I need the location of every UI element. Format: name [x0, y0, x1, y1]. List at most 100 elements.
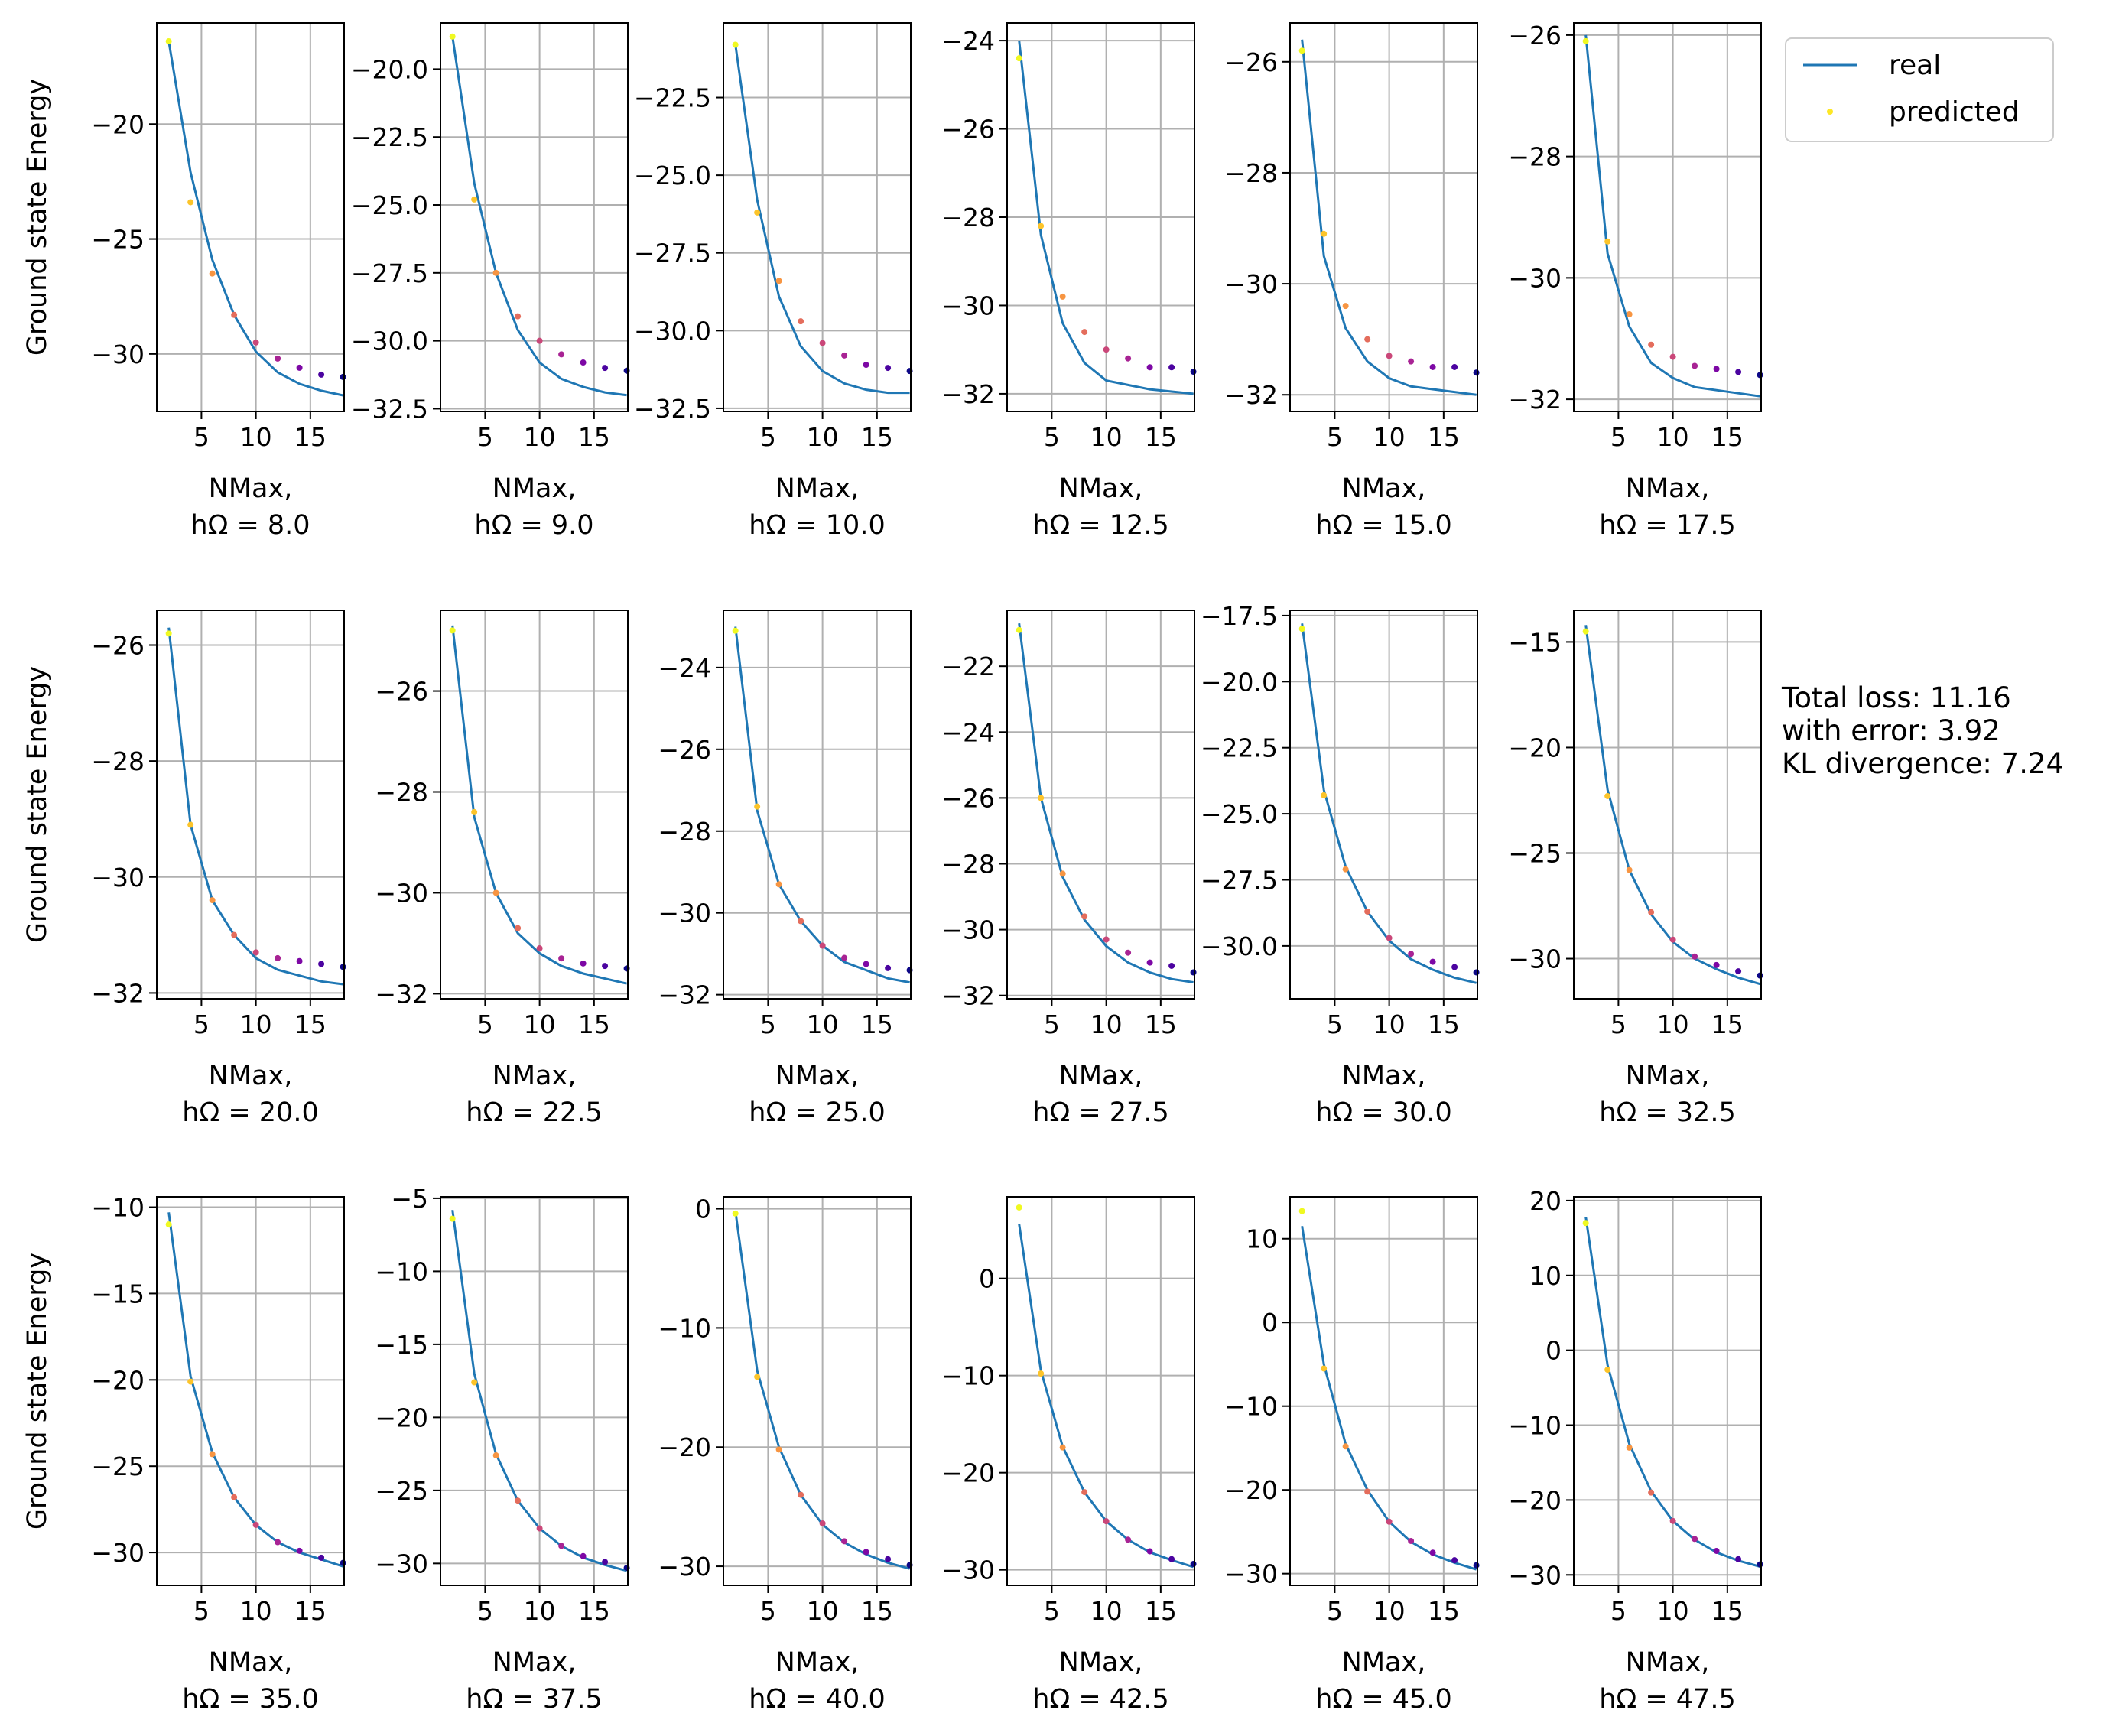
predicted-point	[1713, 1547, 1720, 1554]
predicted-point	[1125, 1536, 1132, 1543]
x-axis-title-line2: hΩ = 15.0	[1315, 510, 1451, 541]
x-tick-label: 5	[1044, 1596, 1060, 1626]
predicted-point	[449, 33, 456, 40]
y-tick-label: −22	[941, 652, 995, 681]
real-series-line	[1584, 34, 1760, 398]
subplot-15: 5 10 15 0 −10 −20 −30 NMax, hΩ = 42.5	[941, 1196, 1197, 1715]
y-tick-label: −28	[375, 778, 428, 808]
y-tick-label: −25	[375, 1476, 428, 1506]
predicted-point	[1103, 1518, 1110, 1525]
axes-frame	[1573, 22, 1762, 412]
x-tick-label: 10	[524, 1596, 556, 1626]
axes-frame	[1006, 1196, 1195, 1586]
x-axis-title-line2: hΩ = 22.5	[466, 1097, 602, 1128]
predicted-point	[492, 269, 499, 276]
real-series-line	[1301, 39, 1477, 396]
predicted-point	[1429, 363, 1436, 370]
y-tick-label: −20	[91, 109, 145, 139]
predicted-point	[492, 1452, 499, 1459]
y-tick-label: −26	[375, 677, 428, 707]
x-tick-label: 5	[477, 1009, 493, 1039]
x-tick-label: 10	[524, 422, 556, 452]
subplot-1: 5 10 15 −20.0 −22.5 −25.0 −27.5 −30.0 −32.5 NMax,…	[351, 22, 630, 541]
x-axis-title-line1: NMax,	[492, 473, 577, 504]
y-tick-label: −32.5	[634, 394, 711, 424]
y-tick-label: −30	[1224, 1559, 1278, 1589]
predicted-point	[1757, 372, 1763, 379]
x-axis-title-line2: hΩ = 9.0	[474, 510, 593, 541]
x-tick-label: 15	[294, 422, 327, 452]
subplot-7: 5 10 15 −26 −28 −30 −32 NMax, hΩ = 22.5	[375, 610, 630, 1128]
predicted-point	[1451, 1557, 1458, 1564]
x-axis-title-line2: hΩ = 35.0	[182, 1684, 318, 1715]
predicted-point	[906, 967, 913, 974]
predicted-point	[1582, 1220, 1589, 1227]
predicted-point	[231, 311, 238, 318]
predicted-point	[819, 340, 826, 346]
y-tick-label: −25	[91, 1452, 145, 1481]
predicted-point	[1146, 364, 1153, 371]
predicted-point	[449, 1215, 456, 1222]
predicted-point	[1735, 968, 1742, 975]
x-axis-title-line1: NMax,	[209, 473, 293, 504]
predicted-point	[754, 1374, 761, 1380]
axes-frame	[1006, 22, 1195, 412]
predicted-point	[1473, 369, 1480, 376]
axes-frame	[1289, 22, 1478, 412]
y-axis-title: Ground state Energy	[22, 79, 53, 356]
x-tick-label: 15	[861, 1596, 893, 1626]
predicted-point	[1692, 1536, 1698, 1543]
predicted-point	[1125, 949, 1132, 956]
y-tick-label: −24	[941, 717, 995, 747]
predicted-point	[798, 918, 804, 925]
y-tick-label: −32	[91, 978, 145, 1008]
x-tick-label: 15	[1428, 1596, 1460, 1626]
predicted-point	[1146, 1548, 1153, 1555]
predicted-point	[1059, 1444, 1066, 1451]
predicted-point	[1190, 1561, 1197, 1568]
y-tick-label: −30	[91, 1538, 145, 1568]
subplot-11: 5 10 15 −15 −20 −25 −30 NMax, hΩ = 32.5	[1508, 610, 1763, 1128]
predicted-point	[1364, 336, 1371, 343]
x-axis-title-line1: NMax,	[209, 1061, 293, 1091]
x-tick-label: 10	[1373, 1009, 1406, 1039]
x-tick-label: 5	[477, 422, 493, 452]
x-tick-label: 10	[1090, 1596, 1123, 1626]
y-tick-label: −17.5	[1201, 601, 1278, 631]
x-tick-label: 15	[1145, 1596, 1177, 1626]
predicted-point	[252, 339, 259, 346]
y-tick-label: −22.5	[634, 83, 711, 113]
predicted-point	[1016, 55, 1022, 62]
y-tick-label: −30	[91, 863, 145, 892]
y-tick-label: −24	[941, 26, 995, 56]
y-tick-label: −28	[91, 746, 145, 776]
predicted-point	[318, 1554, 325, 1561]
subplot-3: 5 10 15 −24 −26 −28 −30 −32 NMax, hΩ = 12.5	[941, 22, 1197, 541]
predicted-point	[623, 965, 630, 972]
predicted-point	[1321, 1365, 1328, 1372]
x-tick-label: 15	[294, 1596, 327, 1626]
predicted-point	[1451, 964, 1458, 970]
x-axis-title-line2: hΩ = 40.0	[749, 1684, 885, 1715]
y-tick-label: −10	[1224, 1392, 1278, 1422]
x-axis-title-line1: NMax,	[1059, 1061, 1143, 1091]
subplot-8: 5 10 15 −24 −26 −28 −30 −32 NMax, hΩ = 25.0	[658, 610, 913, 1128]
predicted-point	[754, 803, 761, 810]
predicted-point	[1735, 1556, 1742, 1562]
real-series-line	[1018, 623, 1194, 983]
predicted-point	[1168, 1556, 1175, 1562]
y-tick-label: −10	[941, 1361, 995, 1391]
predicted-point	[1692, 953, 1698, 960]
predicted-point	[1321, 792, 1328, 798]
predicted-point	[187, 199, 194, 206]
predicted-point	[165, 38, 172, 45]
predicted-point	[1168, 962, 1175, 969]
predicted-point	[1298, 626, 1305, 632]
predicted-point	[841, 1538, 848, 1545]
x-axis-title-line1: NMax,	[1342, 1647, 1426, 1678]
real-series-line	[451, 625, 627, 985]
y-tick-label: −30	[941, 915, 995, 945]
x-tick-label: 5	[1610, 1596, 1627, 1626]
x-tick-label: 10	[524, 1009, 556, 1039]
predicted-point	[863, 961, 869, 967]
